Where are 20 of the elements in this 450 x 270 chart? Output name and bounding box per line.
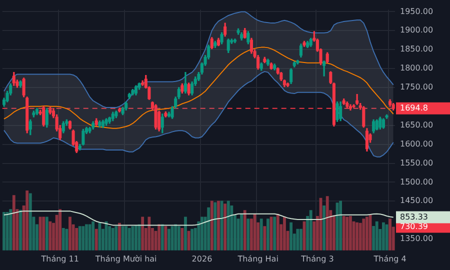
y2-tick-label: 730.39 <box>400 222 428 231</box>
y-tick-label: 1900.00 <box>400 26 434 35</box>
y-tick-label: 1650.00 <box>400 120 434 130</box>
y-tick-label: 1850.00 <box>400 44 434 54</box>
y-tick-label: 1500.00 <box>400 177 434 186</box>
y-tick-label: 1750.00 <box>400 82 434 92</box>
x-tick-label: 2026 <box>192 254 212 264</box>
x-tick-label: Tháng 3 <box>300 254 334 264</box>
ref-line-label: 1694.8 <box>400 103 428 112</box>
y-tick-label: 1600.00 <box>400 139 434 148</box>
x-tick-label: Tháng 11 <box>40 254 79 264</box>
x-tick-label: Tháng Mười hai <box>94 254 157 264</box>
y-tick-label: 1550.00 <box>400 158 434 168</box>
x-tick-label: Tháng Hai <box>236 254 278 264</box>
y-tick-label: 1800.00 <box>400 64 434 73</box>
x-tick-label: Tháng 4 <box>372 254 406 264</box>
y-tick-label: 1950.00 <box>400 6 434 16</box>
y-tick-label: 1350.00 <box>400 234 434 244</box>
y2-tick-label: 853.33 <box>400 212 428 222</box>
y-tick-label: 1450.00 <box>400 196 434 206</box>
